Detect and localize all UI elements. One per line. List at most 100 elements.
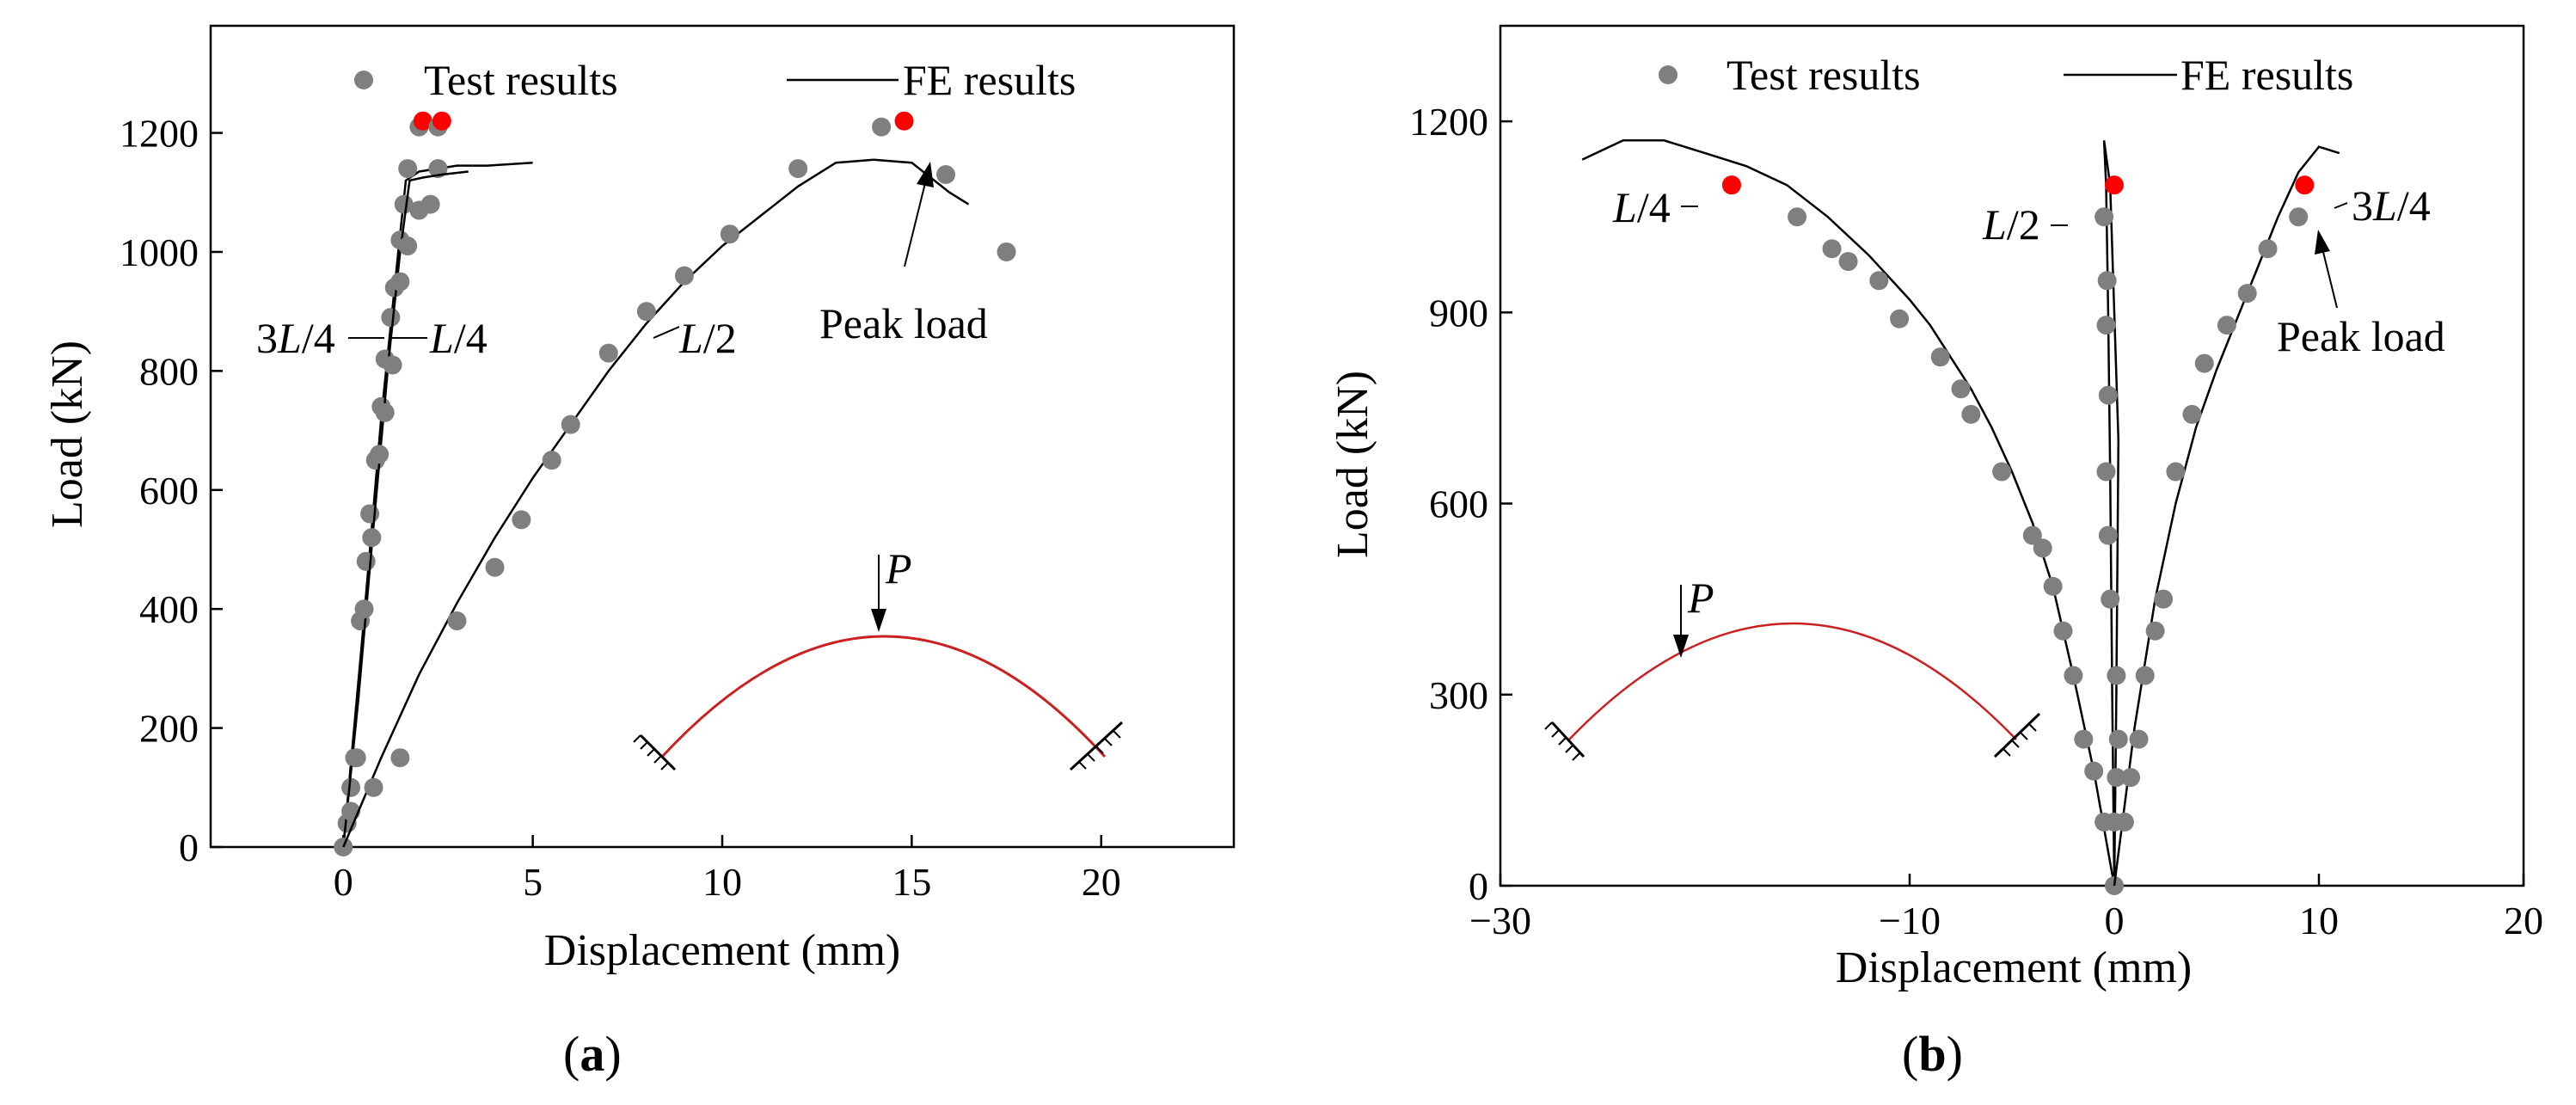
chart-b-arch <box>1568 622 2017 740</box>
chart-a-support-left <box>639 734 677 771</box>
chart-b-test-point-L4 <box>2074 729 2094 749</box>
chart-b-peak-load-label: Peak load <box>2277 312 2445 360</box>
chart-a-test-point-L2 <box>512 510 531 530</box>
chart-a-label-3L4: 3L/4 <box>256 314 335 362</box>
chart-b-test-point-L2 <box>2108 729 2128 749</box>
chart-a-x-tick-label: 10 <box>702 860 742 904</box>
chart-b-test-point-3L4 <box>2114 812 2134 832</box>
chart-a-test-point-3L4 <box>398 159 418 179</box>
chart-b-support-right <box>1993 712 2041 758</box>
chart-a-y-tick-label: 600 <box>139 469 199 513</box>
chart-a-test-point-L4 <box>383 355 402 375</box>
chart-b-test-point-L4 <box>1951 379 1971 399</box>
chart-b-support-right-hatch <box>2003 723 2037 757</box>
chart-a-test-point-L2 <box>485 557 505 577</box>
chart-a-panel-label: (a) <box>563 1026 622 1082</box>
chart-a-x-tick-label: 5 <box>523 860 543 904</box>
chart-b-legend-fe-label: FE results <box>2180 51 2353 99</box>
chart-a-test-point-L2 <box>936 165 956 185</box>
chart-b-test-point-L4 <box>1869 271 1889 291</box>
chart-a-fe-line-L4 <box>342 170 469 848</box>
chart-a-test-point-L2 <box>364 777 383 797</box>
chart-b-test-point-L2 <box>2095 207 2114 227</box>
chart-a-test-point-L4 <box>390 272 410 292</box>
chart-a-y-axis-title: Load (kN) <box>43 341 92 528</box>
chart-b-test-point-L4 <box>2064 666 2083 685</box>
chart-a-fe-line-L2 <box>342 158 970 848</box>
chart-b-test-point-L2 <box>2107 768 2126 788</box>
chart-b-test-point-L2 <box>2096 462 2116 482</box>
chart-a-y-tick-label: 200 <box>139 707 199 751</box>
chart-a-support-right-hatch <box>1078 730 1121 770</box>
chart-a-test-point-L4 <box>370 445 389 464</box>
chart-a-label-L4: L/4 <box>429 314 488 362</box>
chart-b-test-point-L4 <box>1822 239 1842 259</box>
chart-b-test-point-L4 <box>1788 207 1807 227</box>
chart-b-y-tick-label: 0 <box>1469 864 1488 908</box>
chart-b-peak-arrowhead <box>2315 230 2330 255</box>
chart-b-legend-test-marker <box>1659 65 1677 84</box>
chart-a-support-left-hatch <box>633 734 669 770</box>
chart-b-load-label: P <box>1687 574 1714 622</box>
chart-b-peak-point-L4 <box>1721 175 1741 195</box>
chart-a-test-point-L2 <box>447 611 467 631</box>
chart-a-test-point-L2 <box>636 302 656 322</box>
chart-b-y-tick-label: 300 <box>1429 673 1488 717</box>
chart-a-test-point-L2 <box>674 266 694 285</box>
chart-b-test-point-L4 <box>2033 538 2052 558</box>
chart-a-test-point-3L4 <box>360 504 380 524</box>
chart-b-test-point-3L4 <box>2135 666 2155 685</box>
chart-b-test-point-L2 <box>2098 385 2118 405</box>
chart-b-x-tick-label: 10 <box>2299 899 2339 942</box>
chart-a-support-right <box>1069 721 1124 771</box>
chart-a-arch <box>660 635 1107 758</box>
chart-a-y-tick-label: 1000 <box>120 230 199 274</box>
chart-a-test-point-L4 <box>354 599 374 619</box>
chart-b-test-point-L4 <box>2084 761 2104 781</box>
chart-b-test-point-3L4 <box>2166 462 2186 482</box>
chart-a-label-L2: L/2 <box>678 314 737 362</box>
chart-a-test-point-L2 <box>872 117 892 137</box>
chart-a-legend-fe-label: FE results <box>903 56 1076 104</box>
chart-a-test-point-3L4 <box>381 308 401 328</box>
chart-a-x-tick-label: 15 <box>892 860 931 904</box>
chart-a-test-point-L2 <box>997 242 1016 261</box>
chart-a-test-point-L2 <box>561 414 580 434</box>
chart-a-test-point-L2 <box>598 343 618 363</box>
chart-a-test-point-3L4 <box>394 194 414 214</box>
chart-b-test-point-3L4 <box>2145 621 2165 641</box>
chart-b-peak-point-3L4 <box>2295 175 2315 195</box>
chart-b-axis-ticks: −30 −10 0 10 20 0 300 600 900 1200 <box>1409 100 2543 942</box>
chart-b: −30 −10 0 10 20 0 300 600 900 1200 Displacement (… <box>1328 24 2543 1082</box>
chart-a-test-point-L4 <box>334 838 353 856</box>
chart-b-support-left <box>1550 721 1585 758</box>
chart-a-test-point-L2 <box>720 224 739 244</box>
chart-b-test-point-3L4 <box>2194 353 2214 373</box>
chart-b-peak-point-L2 <box>2105 175 2124 195</box>
chart-b-x-tick-label: 0 <box>2105 899 2125 942</box>
chart-a-series <box>334 111 1016 856</box>
chart-a-peak-point-3L4 <box>413 111 432 131</box>
chart-b-test-point-3L4 <box>2217 316 2236 335</box>
chart-a-test-point-L4 <box>420 194 440 214</box>
chart-b-test-point-L4 <box>2022 525 2042 545</box>
chart-b-test-point-L4 <box>1838 252 1858 272</box>
chart-a-legend-test-marker <box>354 71 373 89</box>
chart-b-panel-label: (b) <box>1902 1026 1963 1082</box>
chart-b-series <box>1581 139 2340 895</box>
chart-a-test-point-L4 <box>362 528 382 548</box>
chart-a-x-tick-label: 20 <box>1082 860 1121 904</box>
chart-b-y-tick-label: 1200 <box>1409 100 1488 144</box>
chart-a-peak-arrowhead <box>917 162 934 187</box>
chart-b-test-point-L2 <box>2098 525 2118 545</box>
chart-b-support-left-hatch <box>1544 721 1580 761</box>
chart-b-frame <box>1499 24 2525 887</box>
chart-b-test-point-L4 <box>2043 576 2063 596</box>
chart-b-test-point-3L4 <box>2289 207 2309 227</box>
chart-a-peak-point-L2 <box>894 111 914 131</box>
chart-a-test-point-3L4 <box>356 551 376 571</box>
chart-a-test-point-L2 <box>542 451 561 470</box>
